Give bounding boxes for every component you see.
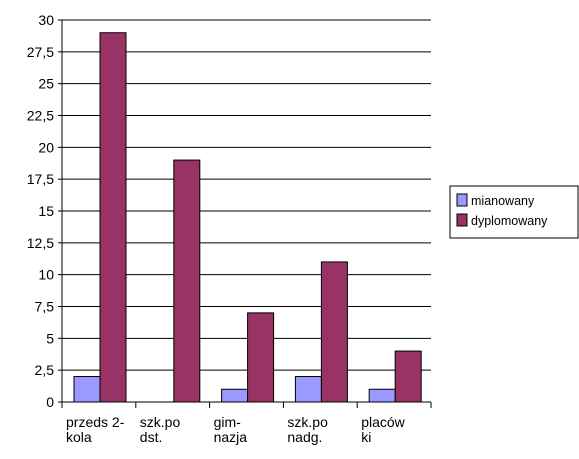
y-tick-label: 15 <box>38 203 54 219</box>
x-tick-label: szk.po <box>140 414 181 430</box>
x-tick-label: placów <box>361 414 405 430</box>
y-tick-labels: 0 2,5 5 7,5 10 12,5 15 17,5 20 22,5 25 27,5 30 <box>27 12 62 410</box>
x-tick-label: kola <box>66 429 92 445</box>
bar-mianowany-0 <box>73 376 101 403</box>
y-tick-label: 0 <box>46 394 54 410</box>
bar-mianowany-2 <box>221 388 249 403</box>
bars <box>73 32 422 403</box>
legend-label-dyplomowany: dyplomowany <box>471 214 548 228</box>
y-tick-label: 10 <box>38 267 54 283</box>
legend-swatch-mianowany <box>456 193 468 207</box>
legend-label-mianowany: mianowany <box>471 194 535 208</box>
y-tick-label: 25 <box>38 76 54 92</box>
x-tick-label: szk.po <box>287 414 328 430</box>
y-tick-label: 5 <box>46 330 54 346</box>
y-tick-label: 2,5 <box>35 362 55 378</box>
x-tick-labels: przeds 2-kolaszk.podst.gim-nazjaszk.pona… <box>61 402 432 445</box>
bar-dyplomowany-2 <box>247 312 275 403</box>
bar-mianowany-4 <box>368 388 396 403</box>
x-tick-label: gim- <box>214 414 242 430</box>
legend-swatch-dyplomowany <box>456 213 468 227</box>
x-tick-label: przeds 2- <box>66 414 125 430</box>
bar-dyplomowany-0 <box>99 32 127 403</box>
bar-dyplomowany-1 <box>173 159 201 403</box>
x-tick-label: nazja <box>214 429 248 445</box>
legend: mianowany dyplomowany <box>449 185 579 239</box>
y-tick-label: 12,5 <box>27 235 54 251</box>
bar-dyplomowany-4 <box>394 350 422 403</box>
x-tick-label: ki <box>361 429 371 445</box>
x-tick-label: dst. <box>140 429 163 445</box>
y-tick-label: 7,5 <box>35 299 55 315</box>
y-tick-label: 17,5 <box>27 171 54 187</box>
legend-box <box>449 185 579 239</box>
bar-dyplomowany-3 <box>320 261 348 403</box>
y-tick-label: 22,5 <box>27 108 54 124</box>
y-tick-label: 20 <box>38 139 54 155</box>
x-tick-label: nadg. <box>287 429 322 445</box>
y-tick-label: 27,5 <box>27 44 54 60</box>
y-tick-label: 30 <box>38 12 54 28</box>
bar-mianowany-3 <box>294 376 322 403</box>
